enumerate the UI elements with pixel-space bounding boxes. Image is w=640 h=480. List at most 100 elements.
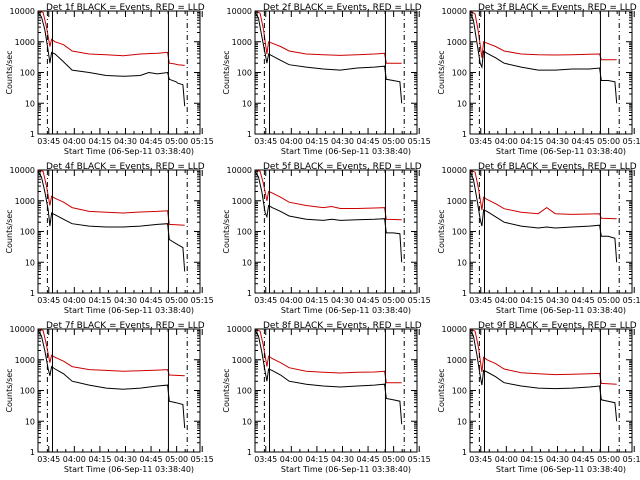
x-tick-label: 04:00 bbox=[495, 455, 518, 464]
y-axis-title: Counts/sec bbox=[222, 368, 231, 412]
y-tick-label: 1000 bbox=[447, 356, 467, 365]
x-tick-label: 05:15 bbox=[623, 137, 640, 146]
x-tick-label: 04:45 bbox=[357, 455, 380, 464]
y-tick-label: 100 bbox=[237, 228, 252, 237]
y-tick-label: 10000 bbox=[442, 325, 467, 334]
x-tick-label: 04:00 bbox=[63, 137, 86, 146]
x-axis-title: Start Time (06-Sep-11 03:38:40) bbox=[64, 306, 194, 315]
x-tick-label: 04:15 bbox=[520, 455, 543, 464]
x-tick-label: 03:45 bbox=[254, 296, 277, 305]
x-tick-label: 05:15 bbox=[408, 455, 431, 464]
y-tick-label: 10 bbox=[242, 99, 252, 108]
chart-title: Det 4f BLACK = Events, RED = LLD bbox=[46, 162, 205, 172]
y-axis-title: Counts/sec bbox=[222, 50, 231, 94]
y-tick-label: 10000 bbox=[10, 325, 35, 334]
y-tick-label: 1000 bbox=[447, 197, 467, 206]
chart-panel: Det 7f BLACK = Events, RED = LLD 1 10 100 10… bbox=[5, 321, 214, 474]
x-tick-label: 04:45 bbox=[140, 296, 163, 305]
events-series-line bbox=[38, 330, 186, 429]
y-tick-label: 10 bbox=[242, 258, 252, 267]
x-tick-label: 05:15 bbox=[191, 137, 214, 146]
x-tick-label: 05:00 bbox=[382, 137, 405, 146]
chart-panel: Det 8f BLACK = Events, RED = LLD 1 10 100 10… bbox=[222, 321, 431, 474]
x-tick-label: 03:45 bbox=[37, 137, 60, 146]
events-series-line bbox=[38, 171, 186, 272]
x-tick-label: 04:00 bbox=[280, 137, 303, 146]
x-tick-label: 04:00 bbox=[63, 455, 86, 464]
x-tick-label: 04:30 bbox=[546, 455, 569, 464]
x-axis-title: Start Time (06-Sep-11 03:38:40) bbox=[496, 306, 626, 315]
y-tick-label: 100 bbox=[452, 69, 467, 78]
x-tick-label: 03:45 bbox=[254, 455, 277, 464]
x-tick-label: 04:45 bbox=[572, 296, 595, 305]
y-axis-title: Counts/sec bbox=[5, 50, 14, 94]
y-tick-label: 10 bbox=[457, 258, 467, 267]
lld-series-line bbox=[255, 11, 402, 64]
x-tick-label: 04:30 bbox=[331, 137, 354, 146]
x-tick-label: 03:45 bbox=[37, 296, 60, 305]
x-tick-label: 04:15 bbox=[305, 137, 328, 146]
y-tick-label: 100 bbox=[20, 69, 35, 78]
x-axis-title: Start Time (06-Sep-11 03:38:40) bbox=[64, 147, 194, 156]
y-tick-label: 1 bbox=[30, 130, 35, 139]
y-tick-label: 10000 bbox=[227, 325, 252, 334]
chart-title: Det 2f BLACK = Events, RED = LLD bbox=[263, 3, 422, 13]
y-tick-label: 1000 bbox=[232, 197, 252, 206]
y-tick-label: 10 bbox=[25, 99, 35, 108]
y-tick-label: 1 bbox=[30, 289, 35, 298]
x-tick-label: 04:30 bbox=[114, 455, 137, 464]
y-tick-label: 1000 bbox=[15, 356, 35, 365]
y-tick-label: 1000 bbox=[232, 38, 252, 47]
y-tick-label: 1 bbox=[462, 448, 467, 457]
y-tick-label: 1000 bbox=[15, 197, 35, 206]
y-tick-label: 10 bbox=[25, 417, 35, 426]
events-series-line bbox=[470, 171, 618, 263]
x-tick-label: 05:00 bbox=[382, 455, 405, 464]
y-tick-label: 10 bbox=[25, 258, 35, 267]
x-tick-label: 04:00 bbox=[495, 296, 518, 305]
chart-panel: Det 1f BLACK = Events, RED = LLD 1 10 100 10… bbox=[5, 3, 214, 156]
y-axis-title: Counts/sec bbox=[437, 209, 446, 253]
chart-title: Det 1f BLACK = Events, RED = LLD bbox=[46, 3, 205, 13]
y-tick-label: 10000 bbox=[227, 166, 252, 175]
events-series-line bbox=[255, 12, 403, 104]
x-tick-label: 05:00 bbox=[165, 137, 188, 146]
x-tick-label: 04:45 bbox=[140, 455, 163, 464]
x-tick-label: 04:00 bbox=[63, 296, 86, 305]
lld-series-line bbox=[255, 170, 402, 221]
y-tick-label: 100 bbox=[20, 387, 35, 396]
x-tick-label: 05:15 bbox=[408, 137, 431, 146]
x-tick-label: 04:00 bbox=[280, 455, 303, 464]
y-axis-title: Counts/sec bbox=[5, 209, 14, 253]
x-tick-label: 04:15 bbox=[88, 455, 111, 464]
x-tick-label: 05:00 bbox=[165, 455, 188, 464]
y-tick-label: 1 bbox=[247, 130, 252, 139]
plot-frame bbox=[37, 328, 201, 453]
y-tick-label: 1 bbox=[247, 289, 252, 298]
events-series-line bbox=[470, 330, 618, 422]
plot-frame bbox=[254, 328, 418, 453]
x-axis-title: Start Time (06-Sep-11 03:38:40) bbox=[281, 306, 411, 315]
plot-frame bbox=[37, 10, 201, 135]
lld-series-line bbox=[38, 170, 185, 226]
chart-title: Det 3f BLACK = Events, RED = LLD bbox=[478, 3, 637, 13]
chart-title: Det 5f BLACK = Events, RED = LLD bbox=[263, 162, 422, 172]
chart-panel: Det 3f BLACK = Events, RED = LLD 1 10 100 10… bbox=[437, 3, 640, 156]
x-tick-label: 04:45 bbox=[572, 455, 595, 464]
x-tick-label: 04:45 bbox=[357, 137, 380, 146]
x-tick-label: 05:15 bbox=[191, 455, 214, 464]
y-axis-title: Counts/sec bbox=[437, 50, 446, 94]
x-tick-label: 05:00 bbox=[597, 455, 620, 464]
lld-series-line bbox=[470, 170, 617, 220]
x-tick-label: 04:15 bbox=[520, 296, 543, 305]
chart-title: Det 8f BLACK = Events, RED = LLD bbox=[263, 321, 422, 331]
y-tick-label: 10000 bbox=[10, 166, 35, 175]
x-tick-label: 04:00 bbox=[495, 137, 518, 146]
x-tick-label: 04:45 bbox=[572, 137, 595, 146]
x-tick-label: 04:45 bbox=[140, 137, 163, 146]
events-series-line bbox=[38, 12, 186, 107]
chart-panel: Det 9f BLACK = Events, RED = LLD 1 10 100 10… bbox=[437, 321, 640, 474]
chart-title: Det 7f BLACK = Events, RED = LLD bbox=[46, 321, 205, 331]
y-tick-label: 100 bbox=[237, 69, 252, 78]
y-tick-label: 1 bbox=[30, 448, 35, 457]
